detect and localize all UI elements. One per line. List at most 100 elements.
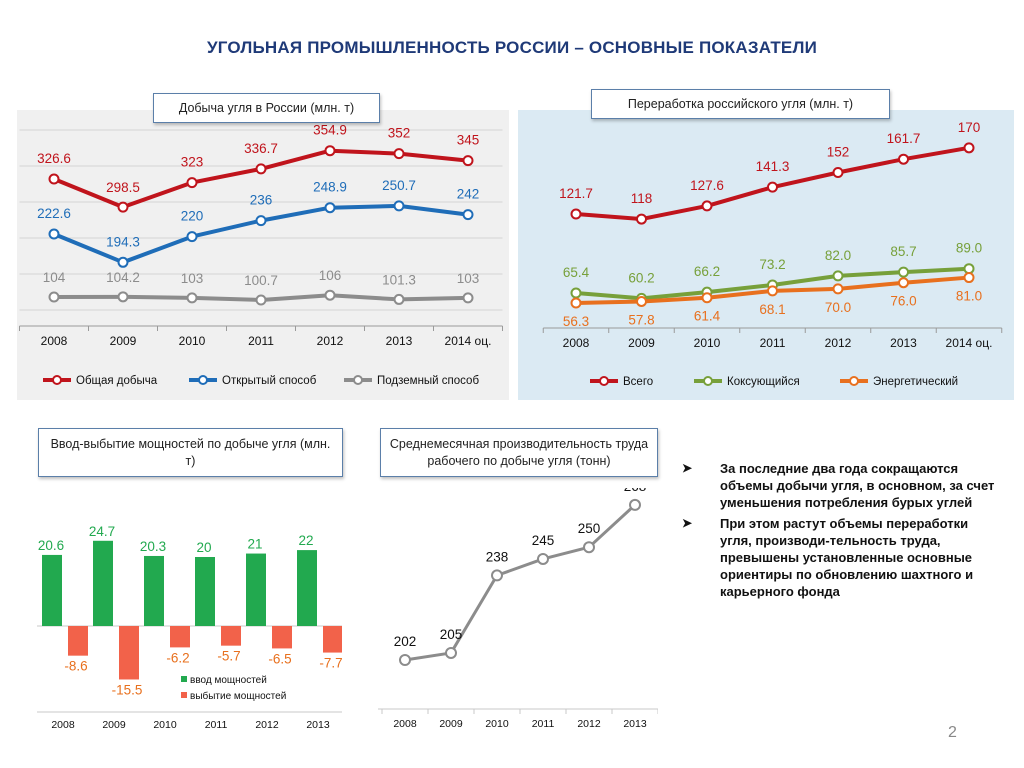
- data-label: 57.8: [628, 312, 654, 327]
- data-point: [445, 646, 457, 659]
- production-chart: 2008 2009 2010 2011 2012 2013 2014 оц. 326.6 298…: [19, 123, 503, 387]
- data-point: [399, 654, 411, 666]
- data-label: 323: [181, 155, 204, 170]
- capacity-out-bar: [323, 626, 343, 653]
- x-tick-label: 2014 оц.: [445, 334, 492, 348]
- legend-label: Общая добыча: [76, 375, 158, 387]
- data-point: [570, 208, 582, 220]
- capacity-out-bar: [221, 626, 241, 646]
- data-label: 85.7: [890, 244, 916, 259]
- arrow-bullet-icon: ➤: [682, 461, 693, 475]
- data-label: 141.3: [756, 159, 790, 174]
- capacity-out-label: -6.2: [166, 650, 189, 665]
- processing-chart-panel: 2008 2009 2010 2011 2012 2013 2014 оц. 121.7 118…: [518, 110, 1014, 400]
- legend-marker: [599, 376, 609, 386]
- x-tick-label: 2009: [628, 336, 655, 350]
- legend-label: Открытый способ: [222, 375, 317, 387]
- data-label: 100.7: [244, 273, 278, 288]
- data-point: [462, 155, 474, 167]
- data-label: 250: [578, 521, 601, 536]
- data-label: 205: [440, 627, 463, 642]
- legend-label: ввод мощностей: [190, 675, 267, 686]
- data-label: 354.9: [313, 123, 347, 138]
- capacity-in-label: 20.6: [38, 538, 64, 553]
- capacity-in-label: 21: [247, 537, 262, 552]
- capacity-out-bar: [170, 626, 190, 648]
- data-label: 326.6: [37, 151, 71, 166]
- data-label: 352: [388, 126, 411, 141]
- data-point: [583, 541, 595, 554]
- capacity-in-bar: [144, 555, 164, 626]
- data-point: [186, 231, 198, 243]
- data-label: 118: [631, 191, 653, 206]
- legend-marker: [52, 375, 62, 385]
- data-point: [537, 552, 549, 565]
- legend-swatch: [181, 692, 187, 698]
- data-point: [767, 285, 778, 297]
- capacity-in-bar: [42, 554, 62, 626]
- data-label: 104.2: [106, 270, 140, 285]
- page-title: УГОЛЬНАЯ ПРОМЫШЛЕННОСТЬ РОССИИ – ОСНОВНЫ…: [206, 38, 818, 57]
- capacity-out-bar: [272, 626, 292, 649]
- legend-swatch: [181, 676, 187, 682]
- arrow-bullet-icon: ➤: [682, 516, 693, 530]
- x-tick-label: 2011: [205, 719, 228, 731]
- data-point: [324, 145, 336, 157]
- data-label: 298.5: [106, 180, 140, 195]
- data-point: [48, 173, 60, 185]
- page-number: 2: [948, 724, 957, 741]
- capacity-out-label: -7.7: [319, 656, 342, 671]
- data-label: 73.2: [759, 257, 785, 272]
- data-point: [255, 215, 267, 227]
- data-label: 103: [181, 271, 204, 286]
- data-point: [767, 181, 778, 193]
- legend-label: Энергетический: [873, 376, 958, 388]
- data-label: 65.4: [563, 265, 590, 280]
- data-label: 152: [827, 144, 850, 159]
- data-point: [570, 297, 582, 309]
- capacity-out-bar: [119, 626, 139, 680]
- capacity-in-label: 24.7: [89, 524, 115, 539]
- data-label: 248.9: [313, 180, 347, 195]
- capacity-out-bar: [68, 626, 88, 656]
- legend-label: Всего: [623, 376, 653, 388]
- data-point: [117, 291, 129, 303]
- production-chart-panel: 2008 2009 2010 2011 2012 2013 2014 оц. 326.6 298…: [17, 110, 509, 400]
- legend-marker: [849, 376, 859, 386]
- data-point: [570, 287, 582, 299]
- capacity-in-label: 20: [196, 540, 211, 555]
- data-point: [898, 153, 909, 165]
- data-point: [963, 142, 975, 154]
- data-label: 70.0: [825, 300, 851, 315]
- data-label: 202: [394, 634, 417, 649]
- x-tick-label: 2008: [393, 718, 417, 730]
- data-label: 161.7: [887, 131, 921, 146]
- data-point: [117, 256, 129, 268]
- x-tick-label: 2012: [255, 719, 279, 731]
- data-label: 81.0: [956, 289, 982, 304]
- data-point: [186, 292, 198, 304]
- summary-bullets: ➤ За последние два года сокращаются объе…: [682, 460, 1002, 604]
- data-label: 66.2: [694, 264, 720, 279]
- data-point: [701, 292, 713, 304]
- data-point: [963, 272, 975, 284]
- x-tick-label: 2013: [306, 719, 330, 731]
- data-point: [491, 569, 503, 582]
- x-tick-label: 2013: [890, 336, 917, 350]
- x-tick-label: 2010: [694, 336, 721, 350]
- capacity-in-bar: [246, 553, 266, 626]
- data-point: [48, 228, 60, 240]
- data-label: 76.0: [890, 294, 916, 309]
- x-tick-label: 2010: [153, 719, 177, 731]
- data-point: [898, 266, 909, 278]
- production-chart-title: Добыча угля в России (млн. т): [153, 93, 380, 123]
- data-label: 89.0: [956, 241, 982, 256]
- capacity-chart: 20.6 -8.6 2008 24.7 -15.5 2009 20.3 -6.2 2010 20 -…: [37, 524, 343, 731]
- x-tick-label: 2008: [41, 334, 68, 348]
- bullet-text: За последние два года сокращаются объемы…: [720, 461, 995, 510]
- x-tick-label: 2012: [317, 334, 344, 348]
- data-label: 222.6: [37, 206, 71, 221]
- data-label: 104: [43, 270, 66, 285]
- capacity-out-label: -6.5: [268, 651, 291, 666]
- data-label: 268: [624, 488, 647, 494]
